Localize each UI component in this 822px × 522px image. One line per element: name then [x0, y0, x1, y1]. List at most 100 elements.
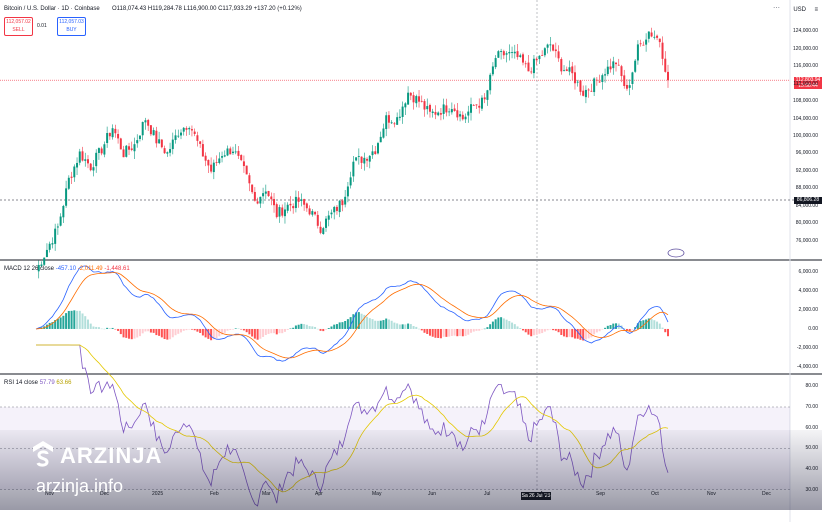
macd-histogram-bar — [653, 320, 656, 329]
candle-body — [513, 51, 516, 54]
macd-hist-value: -1,448.61 — [104, 266, 130, 272]
candle-body — [43, 257, 46, 265]
macd-histogram-bar — [169, 328, 172, 340]
candle-body — [647, 31, 650, 39]
candle-body — [401, 106, 404, 117]
macd-histogram-bar — [270, 328, 273, 334]
macd-histogram-bar — [335, 324, 338, 329]
macd-histogram-bar — [281, 328, 284, 334]
macd-histogram-bar — [256, 328, 259, 340]
candle-body — [40, 264, 43, 266]
candle-body — [541, 54, 544, 56]
macd-histogram-bar — [65, 313, 68, 329]
candle-body — [54, 228, 57, 244]
macd-histogram-bar — [366, 316, 369, 329]
macd-histogram-bar — [584, 328, 587, 340]
candle-body — [78, 151, 81, 163]
candle-body — [226, 148, 229, 156]
candle-body — [221, 156, 224, 158]
candle-body — [248, 175, 251, 184]
candle-body — [355, 157, 358, 161]
price-tick-label: 116,000.00 — [793, 63, 818, 70]
candle-body — [418, 96, 421, 102]
macd-histogram-bar — [253, 328, 256, 339]
candle-body — [491, 66, 494, 75]
macd-histogram-bar — [147, 328, 150, 332]
macd-histogram-bar — [379, 320, 382, 329]
macd-histogram-bar — [593, 328, 596, 335]
watermark-brand: ARZINJA — [60, 443, 163, 468]
candle-body — [278, 207, 281, 217]
candle-body — [106, 133, 109, 144]
candle-body — [521, 54, 524, 63]
candle-body — [62, 205, 65, 218]
settings-icon[interactable]: ≡ — [814, 7, 818, 13]
price-tick-label: 80,000.00 — [795, 220, 818, 227]
macd-histogram-bar — [149, 328, 152, 333]
candle-body — [251, 184, 254, 193]
macd-histogram-bar — [237, 328, 240, 330]
macd-histogram-bar — [283, 328, 286, 332]
macd-histogram-bar — [344, 321, 347, 329]
candle-body — [374, 151, 377, 155]
candle-body — [325, 218, 328, 228]
candle-body — [368, 155, 371, 162]
sell-button[interactable]: 112,057.02 SELL — [4, 17, 33, 36]
candle-body — [352, 161, 355, 177]
rsi-label[interactable]: RSI 14 close 57.79 63.66 — [4, 380, 71, 386]
macd-histogram-bar — [221, 328, 224, 335]
macd-histogram-bar — [242, 328, 245, 331]
macd-histogram-bar — [656, 321, 659, 329]
watermark-band — [0, 430, 822, 510]
macd-histogram-bar — [601, 328, 604, 330]
time-tick-label: Oct — [651, 491, 659, 497]
macd-histogram-bar — [505, 319, 508, 329]
candle-body — [601, 75, 604, 83]
macd-histogram-bar — [658, 323, 661, 329]
candle-body — [70, 176, 73, 178]
symbol-title[interactable]: Bitcoin / U.S. Dollar · 1D · Coinbase — [4, 6, 100, 12]
candle-body — [366, 158, 369, 161]
time-tick-label: Aug — [540, 491, 549, 497]
macd-histogram-bar — [158, 328, 161, 336]
candle-body — [639, 43, 642, 45]
macd-histogram-bar — [95, 326, 98, 329]
macd-histogram-bar — [199, 328, 202, 333]
macd-histogram-bar — [103, 328, 106, 330]
macd-histogram-bar — [59, 317, 62, 329]
macd-histogram-bar — [546, 328, 549, 331]
candle-body — [442, 104, 445, 114]
candle-body — [426, 106, 429, 110]
candle-body — [253, 191, 256, 201]
candle-body — [122, 149, 125, 158]
candle-body — [319, 226, 322, 233]
candle-body — [552, 44, 555, 51]
candle-body — [73, 166, 76, 178]
buy-button[interactable]: 112,057.03 BUY — [57, 17, 86, 36]
candle-body — [308, 208, 311, 215]
macd-label[interactable]: MACD 12 26 close -457.10 -2,011.49 -1,44… — [4, 266, 130, 272]
macd-histogram-bar — [470, 328, 473, 333]
macd-tick-label: 2,000.00 — [798, 306, 818, 313]
candle-body — [237, 150, 240, 156]
candle-body — [155, 130, 158, 144]
currency-label[interactable]: USD — [793, 7, 806, 13]
macd-histogram-bar — [530, 328, 533, 337]
macd-histogram-bar — [245, 328, 248, 333]
macd-histogram-bar — [606, 325, 609, 329]
candle-body — [511, 52, 514, 54]
candle-body — [445, 105, 448, 113]
candle-body — [535, 58, 538, 61]
macd-histogram-bar — [467, 328, 470, 335]
more-options-icon[interactable]: ⋯ — [773, 5, 780, 12]
macd-histogram-bar — [144, 328, 147, 332]
macd-histogram-bar — [500, 317, 503, 329]
candle-body — [398, 116, 401, 118]
candle-body — [450, 109, 453, 113]
macd-histogram-bar — [573, 328, 576, 339]
macd-histogram-bar — [398, 324, 401, 329]
macd-histogram-bar — [563, 328, 566, 337]
macd-histogram-bar — [292, 327, 295, 329]
